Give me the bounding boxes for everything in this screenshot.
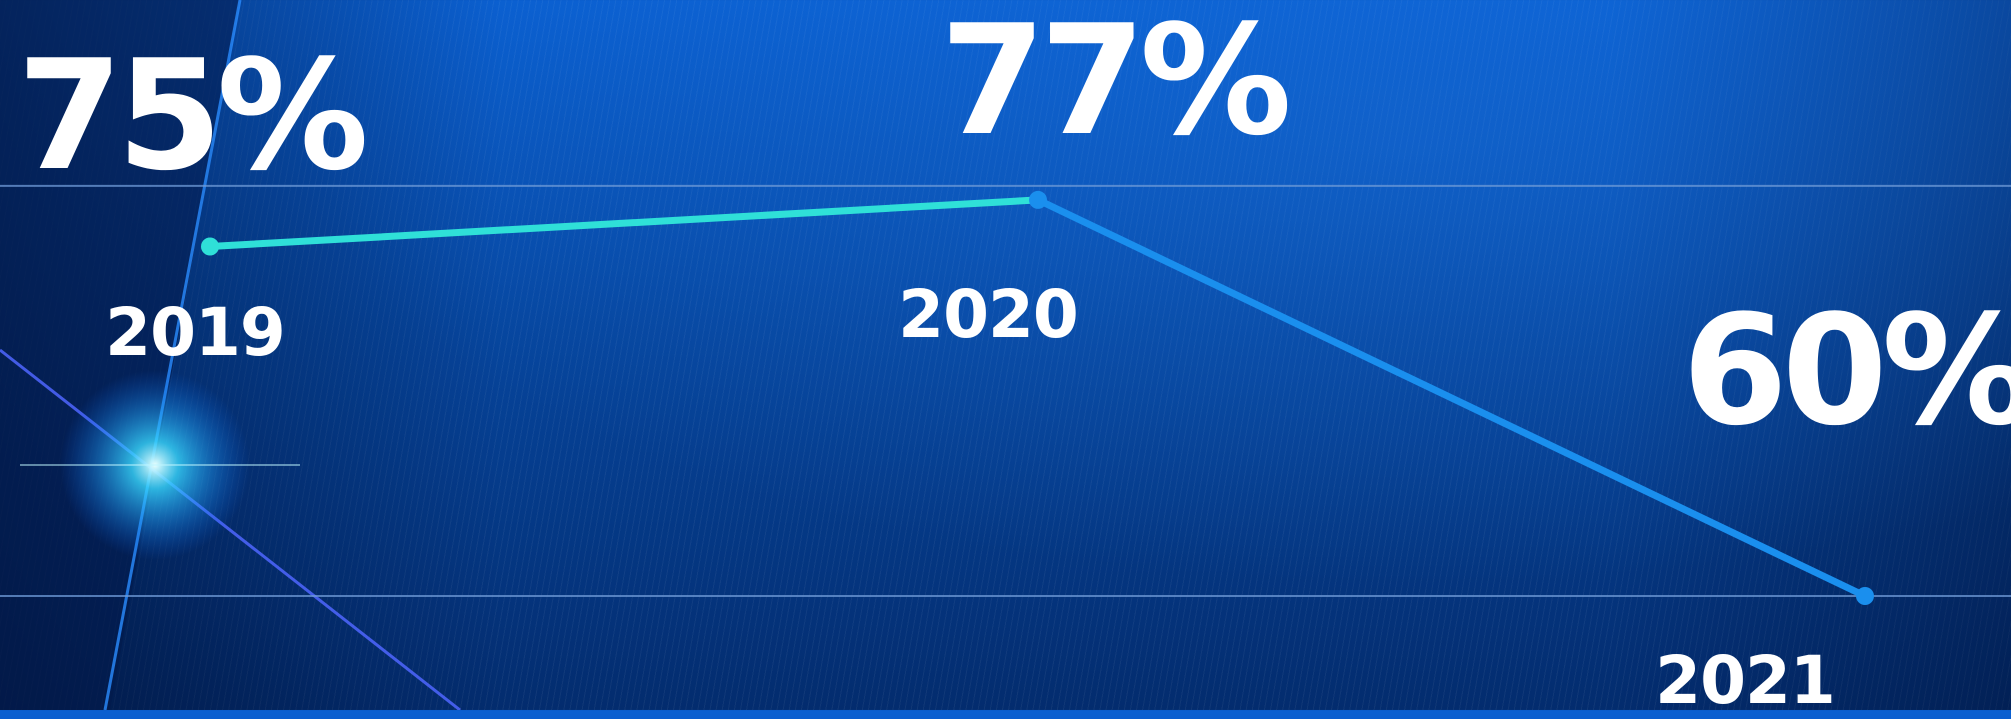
- value-label-2019: 75%: [17, 27, 369, 204]
- data-point-2019: [201, 237, 219, 256]
- value-label-2020: 77%: [940, 0, 1292, 169]
- year-label-2020: 2020: [898, 276, 1079, 353]
- gridlines: [0, 184, 2011, 597]
- data-points: [201, 190, 1874, 605]
- data-point-2021: [1856, 587, 1874, 605]
- decorative-light-beams: [0, 0, 461, 710]
- line-segment-2019-2020: [206, 196, 1042, 250]
- line-segment-2020-2021: [1034, 196, 1869, 600]
- year-label-2021: 2021: [1655, 642, 1836, 719]
- data-point-2020: [1029, 190, 1047, 209]
- series-line: [206, 196, 1869, 600]
- value-label-2021: 60%: [1682, 282, 2011, 459]
- year-label-2019: 2019: [105, 294, 286, 371]
